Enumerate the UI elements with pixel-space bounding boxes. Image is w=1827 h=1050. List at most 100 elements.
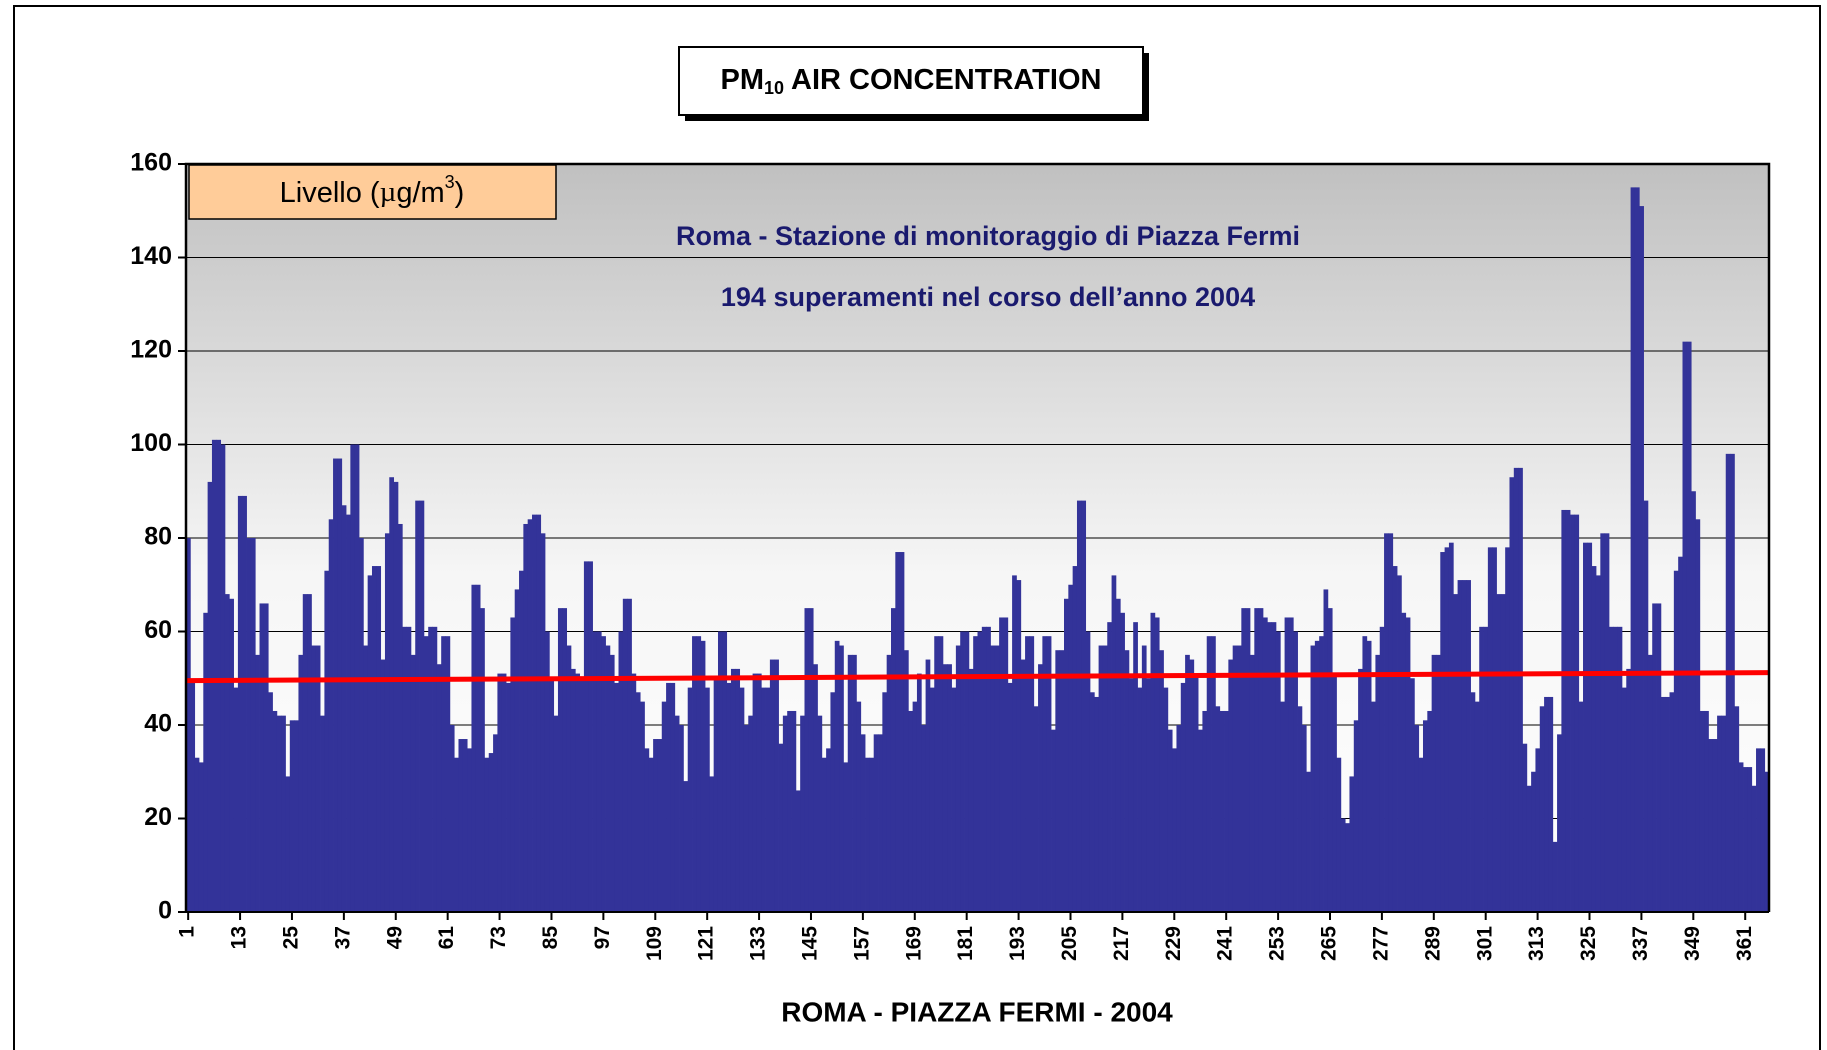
y-tick-label: 100 [130, 429, 172, 457]
bar [1422, 720, 1428, 912]
bar [1552, 841, 1558, 912]
bar [1345, 823, 1350, 912]
bar [203, 612, 209, 912]
bar [722, 631, 728, 912]
bar [1440, 552, 1446, 912]
bar [631, 673, 637, 912]
bar [415, 500, 420, 912]
bar [1734, 706, 1740, 912]
bar [441, 636, 446, 912]
bar [1401, 612, 1407, 912]
bar [614, 682, 619, 912]
bar [1319, 636, 1324, 912]
bar [700, 640, 706, 912]
bar [960, 631, 965, 912]
bar [696, 636, 702, 912]
bar [488, 753, 494, 912]
bar [1297, 706, 1303, 912]
bar [1115, 598, 1121, 912]
bar [389, 477, 395, 912]
bar [761, 687, 766, 912]
bar [506, 682, 511, 912]
bar [229, 598, 234, 912]
bar [1245, 608, 1251, 912]
bar [605, 645, 611, 912]
bar [778, 743, 784, 912]
bar [1626, 668, 1631, 912]
bar [1141, 645, 1147, 912]
y-tick-label: 20 [144, 803, 172, 831]
y-tick-label: 40 [144, 710, 172, 738]
bar [1673, 570, 1679, 912]
bar [1431, 654, 1437, 912]
bar [1366, 640, 1372, 912]
bar [333, 458, 338, 912]
bar [865, 757, 870, 912]
bar [1743, 767, 1748, 912]
bar [1583, 542, 1588, 912]
bar [999, 617, 1004, 912]
bar [821, 757, 827, 912]
bar [359, 538, 364, 912]
bar [1111, 575, 1117, 912]
bar [198, 762, 204, 912]
bar [207, 481, 213, 912]
bar [752, 673, 758, 912]
bar [272, 710, 278, 912]
bar [501, 673, 507, 912]
bar [337, 458, 343, 912]
plot-border [184, 162, 1771, 912]
bar [1613, 626, 1619, 912]
bar [1332, 673, 1337, 912]
bar [1444, 547, 1450, 912]
bar [1064, 598, 1069, 912]
bar [449, 725, 455, 912]
bar [1237, 645, 1242, 912]
bar [1154, 617, 1160, 912]
bar [886, 654, 892, 912]
x-tick-label: 337 [1629, 926, 1652, 961]
bar [1137, 687, 1143, 912]
bar [458, 739, 464, 912]
bar [968, 668, 974, 912]
bar [882, 692, 888, 912]
bar [1466, 580, 1471, 912]
bar [328, 519, 334, 912]
bar [1557, 734, 1562, 912]
x-tick-label: 61 [435, 926, 458, 950]
bar [1513, 467, 1519, 912]
bar [1669, 692, 1675, 912]
x-tick-label: 301 [1473, 926, 1496, 961]
bar [376, 566, 382, 912]
bar [1561, 509, 1567, 912]
bar [756, 673, 762, 912]
bar [977, 631, 983, 912]
bar [406, 626, 412, 912]
bar [743, 725, 749, 912]
bar [566, 645, 572, 912]
bar [791, 710, 797, 912]
bar [484, 757, 490, 912]
title-box [678, 46, 1144, 116]
x-tick-label: 325 [1577, 926, 1600, 961]
bar [666, 682, 671, 912]
bar [1185, 654, 1190, 912]
bar [289, 720, 295, 912]
bar [1535, 748, 1541, 912]
bar [713, 678, 719, 912]
bar [384, 533, 390, 912]
bar [1660, 696, 1666, 912]
bar [298, 654, 304, 912]
bar [942, 664, 948, 912]
bar [1051, 729, 1056, 912]
bar [514, 589, 520, 912]
bar [242, 495, 247, 912]
bar [467, 748, 472, 912]
chart-title: PM10 AIR CONCENTRATION [721, 64, 1102, 98]
bar [575, 673, 580, 912]
bar [739, 687, 745, 912]
bar [787, 710, 792, 912]
bar [1414, 725, 1420, 912]
bar [1254, 608, 1260, 912]
bar [782, 715, 788, 912]
